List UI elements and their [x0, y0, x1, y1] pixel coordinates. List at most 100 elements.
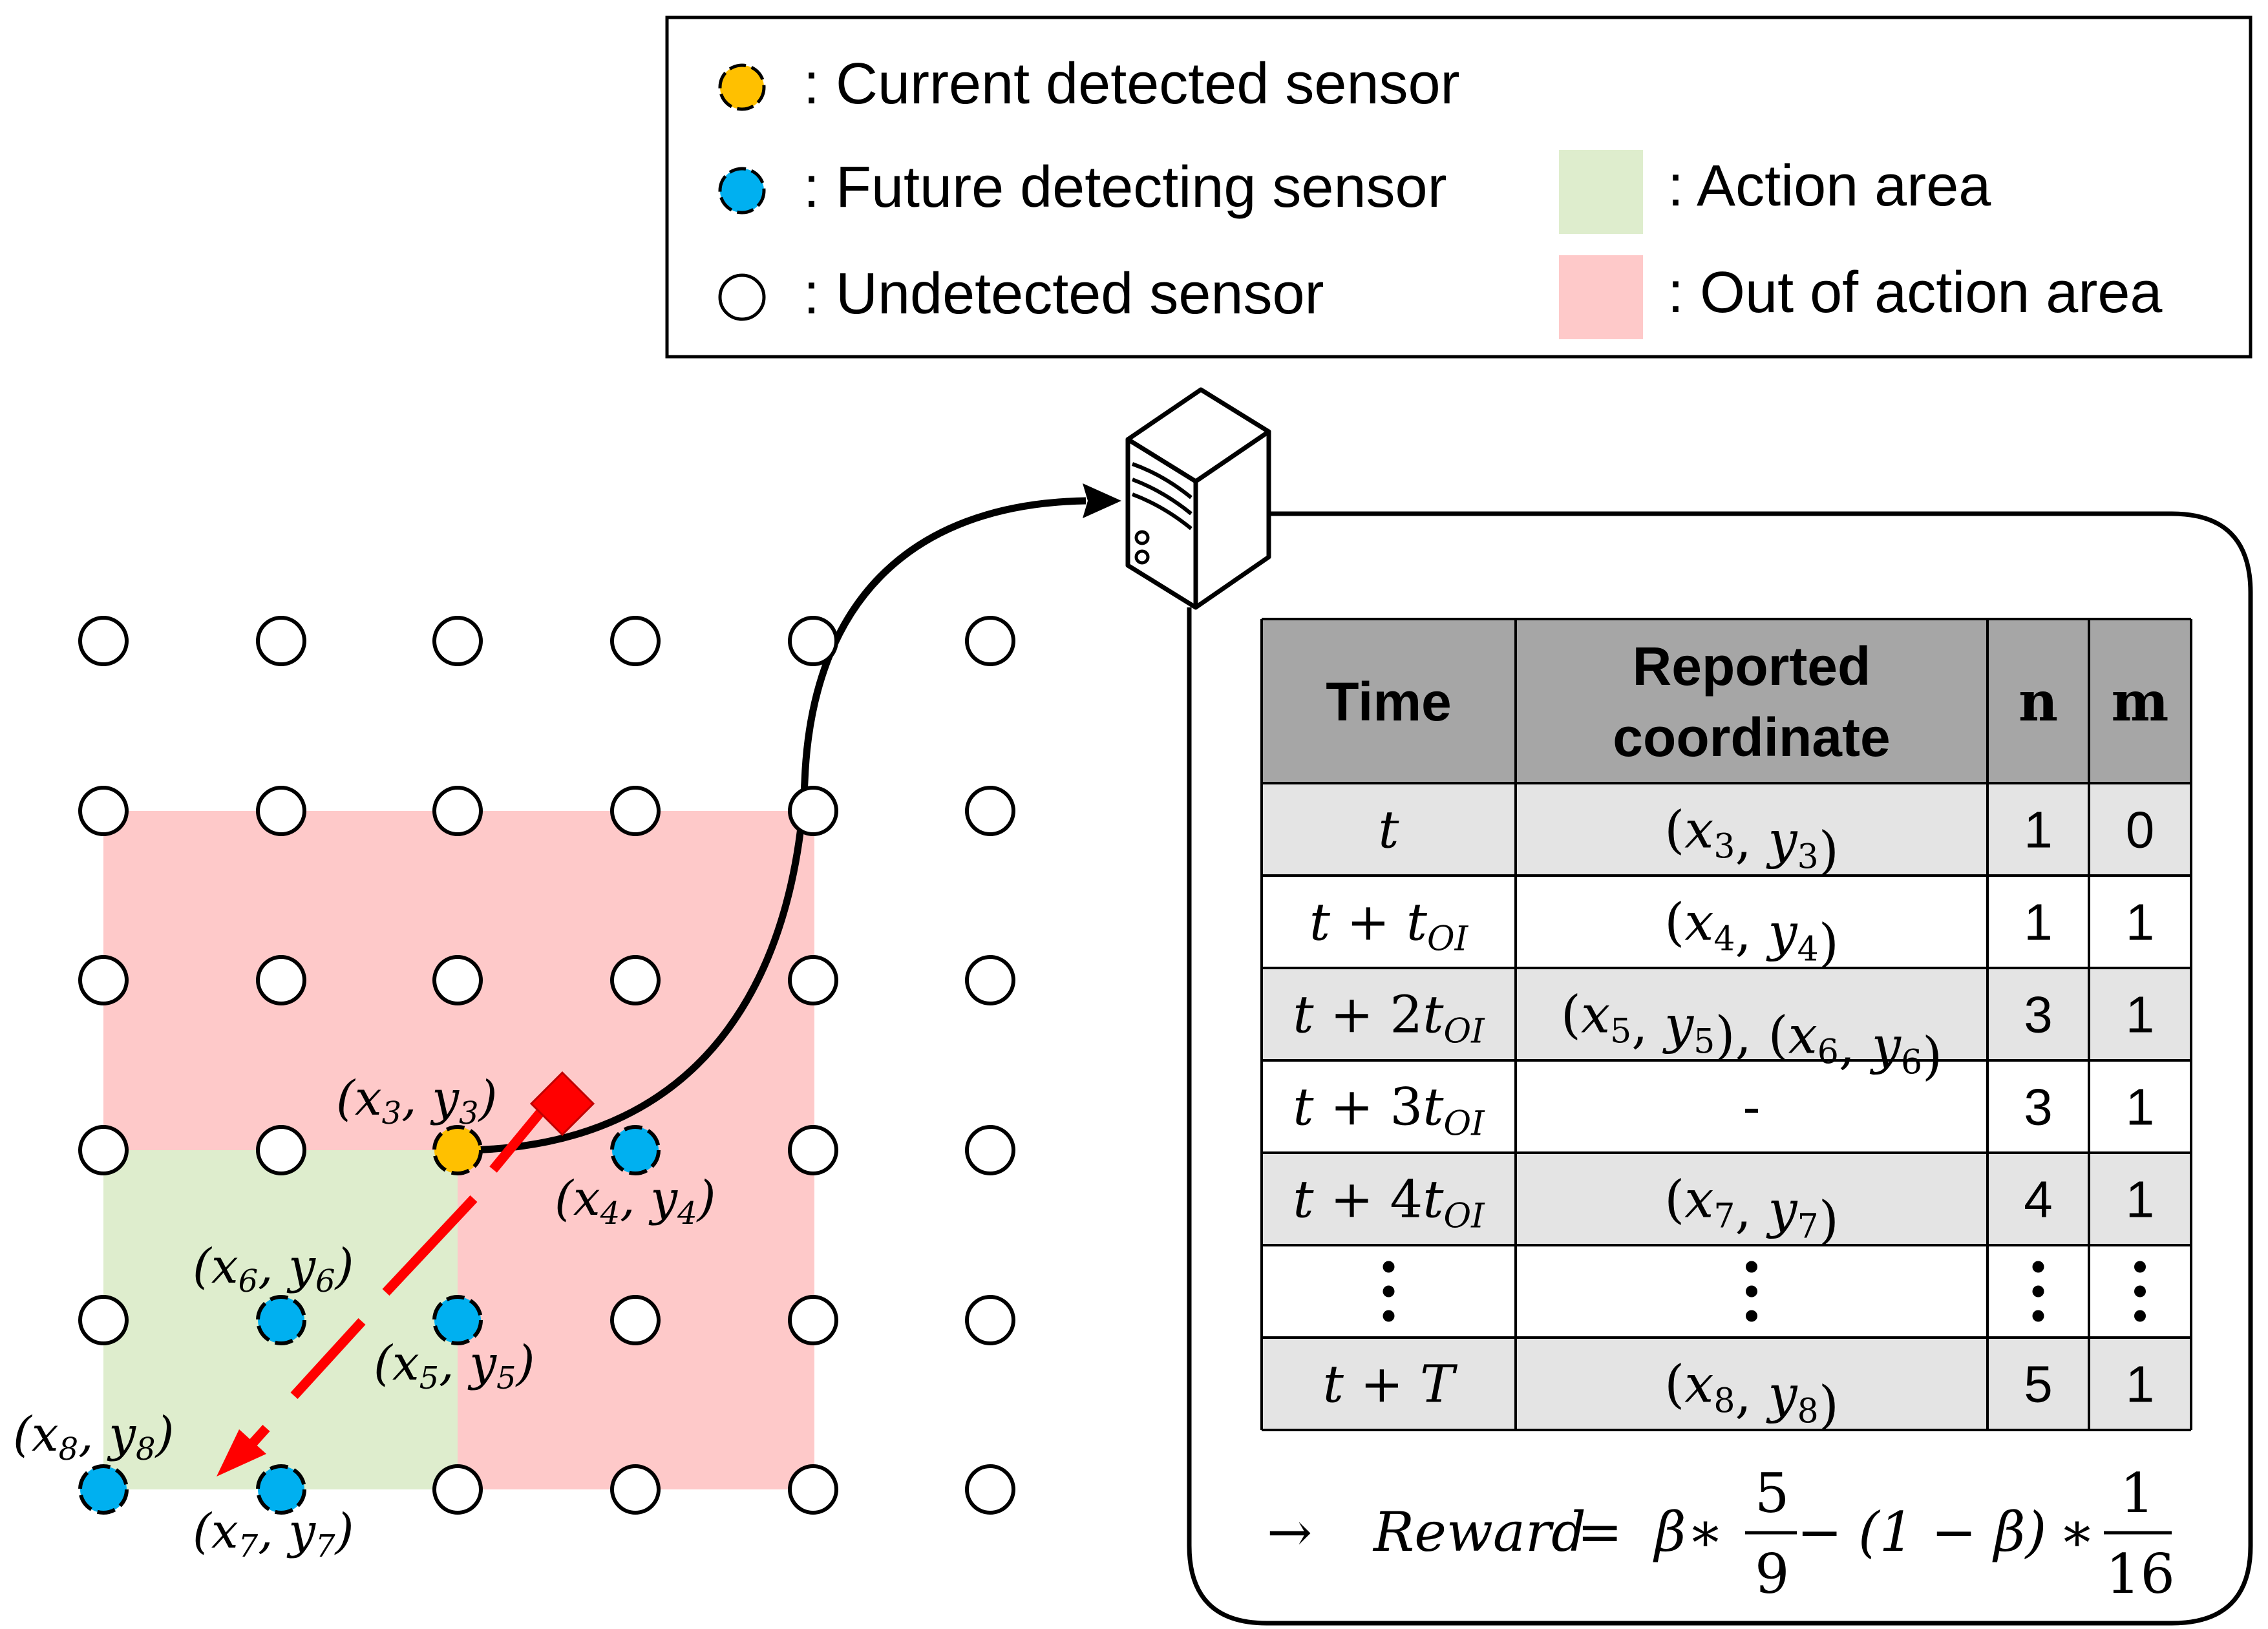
cell-n: 5: [2024, 1356, 2053, 1413]
undetected-sensor: [432, 786, 483, 836]
cell-n: 4: [2024, 1171, 2053, 1228]
table-header-bg: [1262, 619, 2191, 783]
future-sensor: [78, 1464, 129, 1515]
ellipsis-dot: [1746, 1310, 1757, 1322]
undetected-sensor: [965, 955, 1015, 1005]
cell-n: 3: [2024, 1078, 2053, 1136]
reward-arrow: →: [1267, 1500, 1312, 1564]
legend-frame: [665, 16, 2252, 359]
reward-eq: =: [1577, 1500, 1622, 1564]
legend-out-swatch: [1559, 255, 1643, 339]
reward-paren: (1 − β): [1858, 1500, 2046, 1564]
cell-time: t + 2tOI: [1293, 985, 1485, 1051]
undetected-sensor: [78, 1295, 129, 1345]
future-sensor: [432, 1295, 483, 1345]
reward-minus: −: [1797, 1500, 1842, 1564]
undetected-sensor: [78, 1125, 129, 1175]
undetected-sensor: [788, 1295, 838, 1345]
table-row-bg: [1262, 968, 2191, 1060]
table-row-bg: [1262, 876, 2191, 968]
ellipsis-dot: [1383, 1310, 1395, 1322]
trajectory-segment: [489, 1104, 549, 1173]
report-arrow-head: [1083, 483, 1121, 518]
table-row-bg: [1262, 1060, 2191, 1153]
legend-future-swatch: [718, 167, 766, 215]
header-m: m: [2112, 669, 2169, 733]
legend: : Current detected sensor : Future detec…: [665, 16, 2252, 359]
legend-current-label: : Current detected sensor: [803, 52, 1460, 116]
cell-n: 3: [2024, 986, 2053, 1044]
undetected-sensor: [965, 1464, 1015, 1515]
table-row-bg: [1262, 1338, 2191, 1430]
cell-n: 1: [2024, 894, 2053, 951]
reward-frac2-num: 1: [2120, 1462, 2154, 1525]
ellipsis-dot: [1383, 1261, 1395, 1273]
undetected-sensor: [78, 786, 129, 836]
legend-undetected-swatch: [718, 273, 766, 321]
label-x8y8: (x8, y8): [13, 1407, 174, 1467]
label-x7y7: (x7, y7): [193, 1504, 354, 1564]
reward-formula: → Reward = β ∗ 5 9 − (1 − β) ∗ 1 16: [1267, 1462, 2175, 1606]
reward-frac2-den: 16: [2106, 1542, 2175, 1606]
server-panel: [1187, 511, 2253, 1626]
cell-m: 1: [2126, 1171, 2155, 1228]
ellipsis-dot: [1383, 1285, 1395, 1298]
cell-m: 1: [2126, 1356, 2155, 1413]
cell-coordinate: (x4, y4): [1664, 892, 1839, 973]
cell-coordinate: -: [1743, 1077, 1760, 1137]
undetected-sensor: [610, 1295, 661, 1345]
cell-coordinate: (x3, y3): [1664, 800, 1839, 881]
future-sensor: [256, 1464, 306, 1515]
cell-time: t + tOI: [1309, 892, 1469, 959]
report-table: Time Reported coordinate n m t (x3, y3) 1 0 t + t…: [1260, 618, 2192, 1435]
cell-m: 0: [2126, 801, 2155, 859]
cell-coordinate: (x8, y8): [1664, 1354, 1839, 1435]
cell-coordinate: (x5, y5), (x6, y6): [1561, 985, 1943, 1086]
trajectory-arrow-head: [217, 1429, 266, 1477]
undetected-sensor: [256, 786, 306, 836]
cell-m: 1: [2126, 894, 2155, 951]
trajectory-segment: [382, 1195, 478, 1296]
undetected-sensor: [432, 616, 483, 666]
reward-beta: β: [1653, 1500, 1686, 1564]
ellipsis-dot: [1746, 1285, 1757, 1298]
cell-time: t + T: [1323, 1354, 1458, 1414]
cell-coordinate: (x7, y7): [1664, 1170, 1839, 1250]
reward-times-2: ∗: [2059, 1500, 2095, 1564]
undetected-sensor: [256, 1125, 306, 1175]
legend-action-swatch: [1559, 150, 1643, 234]
header-coord-1: Reported: [1633, 636, 1871, 697]
ellipsis-dot: [1746, 1261, 1757, 1273]
ellipsis-dot: [2032, 1285, 2044, 1298]
diamond-marker: [529, 1071, 595, 1137]
legend-future-label: : Future detecting sensor: [803, 155, 1447, 220]
undetected-sensor: [432, 955, 483, 1005]
cell-m: 1: [2126, 1078, 2155, 1136]
ellipsis-dot: [2134, 1261, 2146, 1273]
header-time: Time: [1326, 671, 1452, 732]
current-sensor: [432, 1125, 483, 1175]
undetected-sensor: [965, 1295, 1015, 1345]
undetected-sensor: [610, 786, 661, 836]
undetected-sensor: [788, 1125, 838, 1175]
reward-times-1: ∗: [1687, 1500, 1724, 1564]
undetected-sensor: [788, 1464, 838, 1515]
undetected-sensor: [610, 616, 661, 666]
undetected-sensor: [788, 786, 838, 836]
table-row-bg: [1262, 1245, 2191, 1338]
future-sensor: [610, 1125, 661, 1175]
sensor-grid: [78, 616, 1015, 1515]
undetected-sensor: [965, 1125, 1015, 1175]
trajectory-arrow: [217, 1071, 595, 1477]
server-icon: [1125, 387, 1271, 610]
legend-out-label: : Out of action area: [1668, 260, 2163, 325]
reward-frac1-num: 5: [1755, 1462, 1789, 1525]
future-sensor: [256, 1295, 306, 1345]
table-row-bg: [1262, 783, 2191, 876]
ellipsis-dot: [2032, 1261, 2044, 1273]
undetected-sensor: [610, 1464, 661, 1515]
legend-current-swatch: [718, 63, 766, 111]
point-labels: (x3, y3) (x4, y4) (x6, y6) (x5, y5) (x8,…: [13, 1071, 715, 1564]
ellipsis-dot: [2134, 1310, 2146, 1322]
